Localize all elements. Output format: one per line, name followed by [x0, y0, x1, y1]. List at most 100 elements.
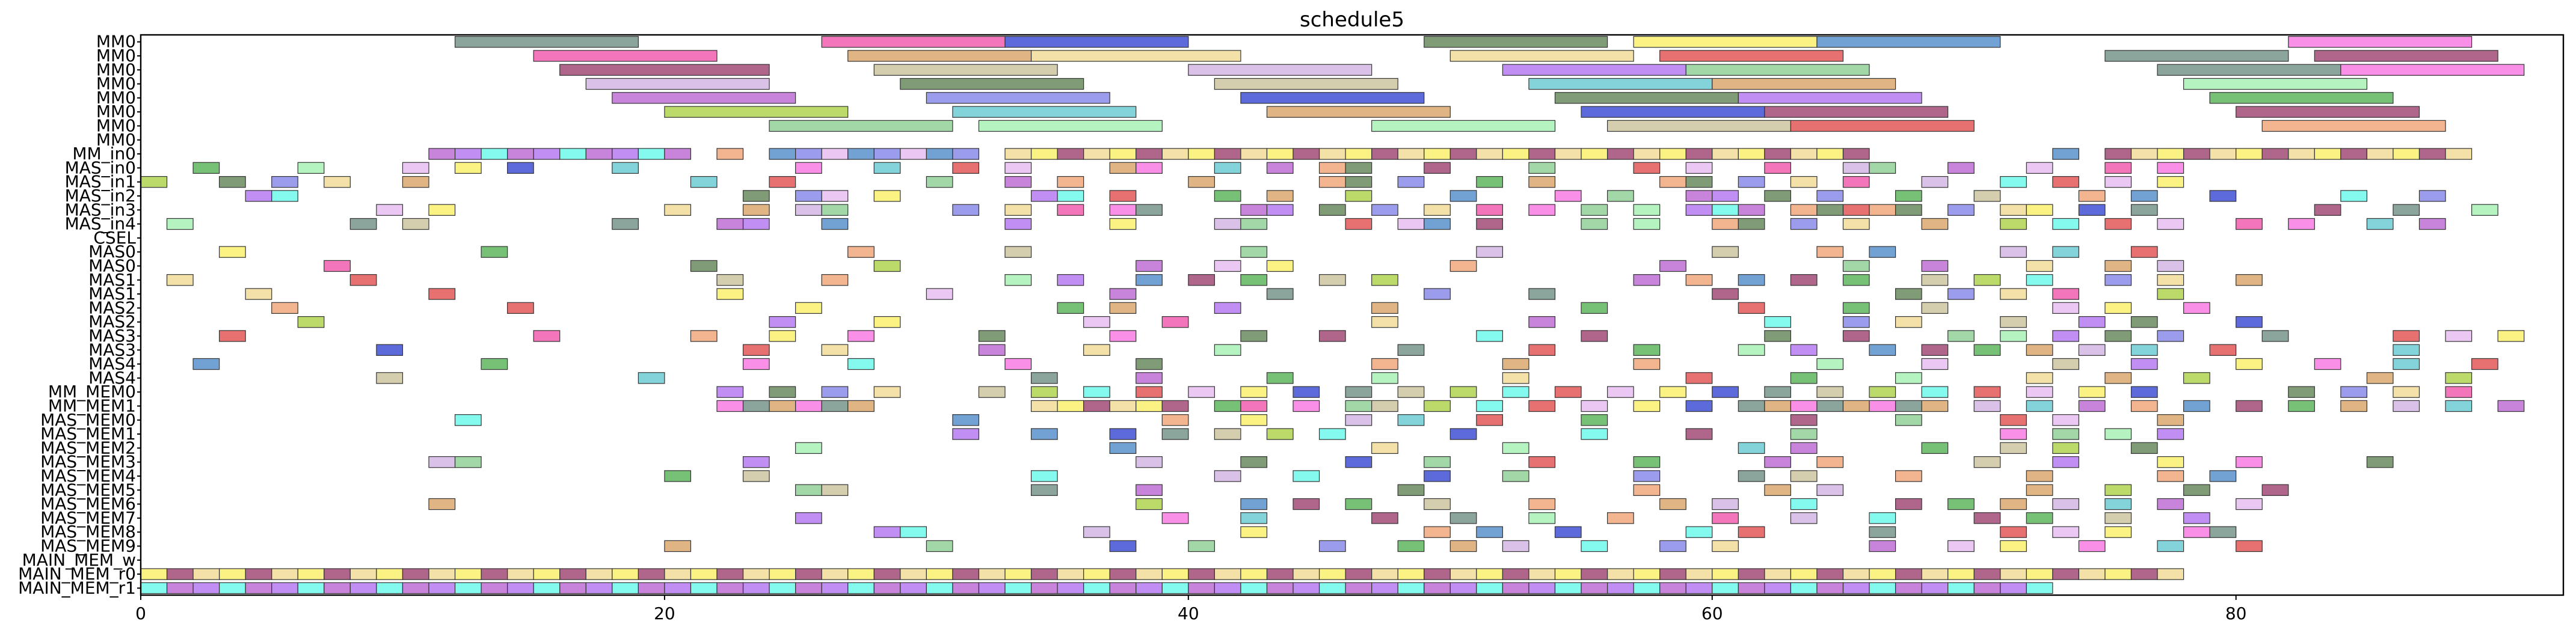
task-chip [1109, 582, 1137, 595]
task-chip [1345, 218, 1373, 230]
task-chip [324, 176, 351, 188]
task-chip [1764, 330, 1791, 342]
task-chip [454, 568, 482, 580]
task-chip [1528, 204, 1556, 216]
task-chip [1790, 582, 1818, 595]
task-chip [1240, 400, 1268, 412]
task-chip [559, 582, 586, 595]
task-chip [1842, 330, 1870, 342]
task-chip [2366, 218, 2394, 230]
task-chip [2078, 190, 2106, 202]
row-label: MAS_MEM0 [40, 410, 136, 430]
task-chip [1476, 148, 1503, 160]
task-chip [795, 302, 822, 314]
task-chip [2000, 288, 2027, 300]
task-chip [1057, 274, 1084, 286]
task-chip [795, 568, 822, 580]
task-chip [1371, 148, 1398, 160]
task-chip [2000, 526, 2027, 538]
task-chip [166, 218, 194, 230]
task-chip [1633, 344, 1661, 356]
task-chip [1712, 498, 1739, 510]
task-chip [1895, 400, 1922, 412]
task-chip [978, 330, 1006, 342]
task-chip [1764, 484, 1791, 496]
task-chip [952, 204, 980, 216]
row-labels: MM0MM0MM0MM0MM0MM0MM0MM0MM_in0MAS_in0MAS… [18, 32, 141, 598]
task-chip [454, 456, 482, 468]
task-chip [1030, 582, 1058, 595]
task-chip [847, 582, 875, 595]
task-chip [2052, 288, 2079, 300]
task-chip [1030, 484, 1058, 496]
task-chip [559, 568, 586, 580]
task-chip [2183, 512, 2210, 524]
task-chip [1554, 582, 1582, 595]
task-chip [1659, 568, 1686, 580]
task-chip [1633, 484, 1661, 496]
task-chip [1712, 386, 1739, 398]
task-chip [2026, 400, 2053, 412]
task-chip [271, 190, 298, 202]
task-chip [1266, 582, 1294, 595]
task-chip [1476, 330, 1503, 342]
task-chip [2366, 148, 2394, 160]
task-chip [664, 204, 692, 216]
task-chip [428, 456, 456, 468]
task-chip [481, 358, 508, 370]
task-chip [1790, 218, 1818, 230]
task-chip [1554, 386, 1582, 398]
task-chip [1581, 204, 1608, 216]
row-label: MAS2 [88, 298, 136, 317]
task-chip [1633, 358, 1661, 370]
task-chip [1397, 344, 1425, 356]
task-chip [1895, 414, 1922, 426]
task-chip [1816, 582, 1844, 595]
task-chip [1214, 568, 1241, 580]
task-chip [1973, 190, 2001, 202]
task-chip [2157, 498, 2184, 510]
task-chip [1947, 162, 1975, 174]
task-chip [1685, 526, 1713, 538]
task-chip [1240, 386, 1268, 398]
task-chip [638, 372, 665, 384]
task-chip [1869, 162, 1896, 174]
row-label: MAS0 [88, 242, 136, 261]
task-chip [1476, 414, 1503, 426]
task-chip [1633, 204, 1661, 216]
task-chip [1895, 498, 1922, 510]
row-label: MAS3 [88, 340, 136, 359]
task-chip [2288, 400, 2315, 412]
task-bar [1240, 92, 1425, 104]
task-bar [2104, 50, 2289, 62]
task-chip [1449, 568, 1477, 580]
task-chip [1345, 148, 1373, 160]
task-chip [2157, 456, 2184, 468]
task-chip [1764, 400, 1791, 412]
task-bar [1581, 106, 1765, 118]
task-chip [2445, 386, 2473, 398]
task-chip [1528, 568, 1556, 580]
task-chip [1685, 148, 1713, 160]
task-chip [2104, 218, 2132, 230]
task-chip [1057, 582, 1084, 595]
task-chip [1397, 484, 1425, 496]
task-chip [1109, 218, 1137, 230]
task-chip [978, 344, 1006, 356]
task-chip [1293, 386, 1320, 398]
task-chip [1240, 330, 1268, 342]
task-chip [245, 582, 272, 595]
task-chip [2393, 204, 2420, 216]
task-chip [1842, 274, 1870, 286]
task-chip [1371, 372, 1398, 384]
task-chip [821, 400, 849, 412]
task-chip [2078, 316, 2106, 328]
task-chip [1318, 176, 1346, 188]
task-chip [1685, 582, 1713, 595]
task-chip [2078, 204, 2106, 216]
row-label: MM0 [96, 88, 136, 108]
task-chip [1188, 568, 1215, 580]
task-chip [2000, 316, 2027, 328]
